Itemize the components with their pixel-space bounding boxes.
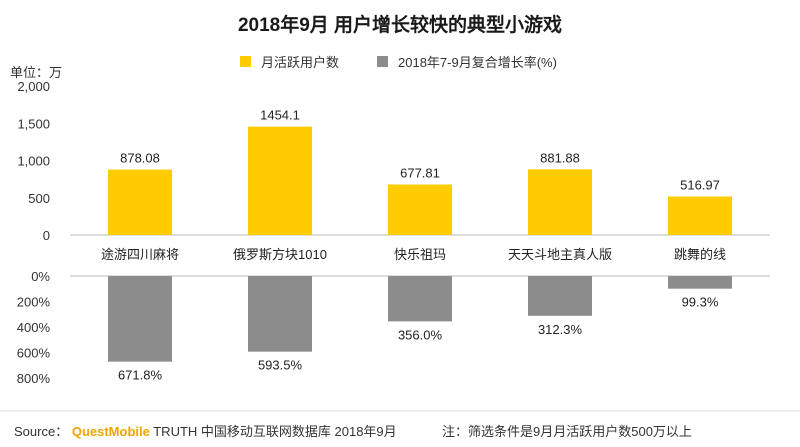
data-label-mau: 677.81 bbox=[400, 166, 440, 181]
x-tick-label: 途游四川麻将 bbox=[101, 247, 179, 262]
footer-note: 注：筛选条件是9月月活跃用户数500万以上 bbox=[442, 424, 692, 439]
y-tick-label-lower: 600% bbox=[17, 346, 51, 361]
unit-label: 单位：万 bbox=[10, 65, 63, 80]
data-label-growth: 593.5% bbox=[258, 358, 303, 373]
legend-label-mau: 月活跃用户数 bbox=[261, 55, 340, 70]
bar-mau bbox=[108, 169, 172, 235]
data-label-growth: 99.3% bbox=[682, 295, 719, 310]
x-tick-label: 俄罗斯方块1010 bbox=[233, 247, 327, 262]
legend-swatch-growth bbox=[377, 56, 389, 67]
y-tick-label-lower: 400% bbox=[17, 320, 51, 335]
bar-growth bbox=[528, 276, 592, 316]
legend: 月活跃用户数 2018年7-9月复合增长率(%) bbox=[240, 52, 595, 71]
data-label-mau: 516.97 bbox=[680, 177, 720, 192]
data-label-mau: 878.08 bbox=[120, 151, 160, 166]
y-tick-label-lower: 0% bbox=[31, 269, 50, 284]
bar-growth bbox=[108, 276, 172, 362]
x-tick-label: 跳舞的线 bbox=[674, 247, 726, 262]
y-tick-label-upper: 1,000 bbox=[17, 154, 50, 169]
bar-mau bbox=[248, 126, 312, 235]
data-label-mau: 1454.1 bbox=[260, 108, 300, 123]
x-tick-label: 快乐祖玛 bbox=[394, 247, 446, 262]
bar-growth bbox=[388, 276, 452, 322]
legend-swatch-mau bbox=[240, 56, 251, 67]
y-tick-label-upper: 1,500 bbox=[17, 116, 50, 131]
bar-growth bbox=[668, 276, 732, 289]
bar-mau bbox=[668, 196, 732, 235]
y-tick-label-upper: 0 bbox=[43, 228, 50, 243]
x-tick-label: 天天斗地主真人版 bbox=[508, 247, 612, 262]
bar-growth bbox=[248, 276, 312, 352]
data-label-growth: 671.8% bbox=[118, 368, 163, 383]
y-tick-label-lower: 800% bbox=[17, 371, 51, 386]
legend-item-growth: 2018年7-9月复合增长率(%) bbox=[377, 52, 557, 71]
bar-mau bbox=[528, 169, 592, 235]
data-label-growth: 312.3% bbox=[538, 322, 583, 337]
data-label-mau: 881.88 bbox=[540, 150, 580, 165]
source-brand: QuestMobile bbox=[71, 424, 150, 439]
y-tick-label-upper: 2,000 bbox=[17, 79, 50, 94]
legend-item-mau: 月活跃用户数 bbox=[240, 52, 339, 71]
y-tick-label-lower: 200% bbox=[17, 295, 51, 310]
bar-mau bbox=[388, 184, 452, 235]
legend-label-growth: 2018年7-9月复合增长率(%) bbox=[398, 55, 557, 70]
source-prefix: Source： bbox=[14, 424, 69, 439]
data-label-growth: 356.0% bbox=[398, 327, 443, 342]
y-tick-label-upper: 500 bbox=[28, 191, 50, 206]
chart-title: 2018年9月 用户增长较快的典型小游戏 bbox=[237, 15, 563, 36]
source-rest: TRUTH 中国移动互联网数据库 2018年9月 bbox=[153, 424, 397, 439]
footer: Source： QuestMobile TRUTH 中国移动互联网数据库 201… bbox=[14, 421, 692, 440]
